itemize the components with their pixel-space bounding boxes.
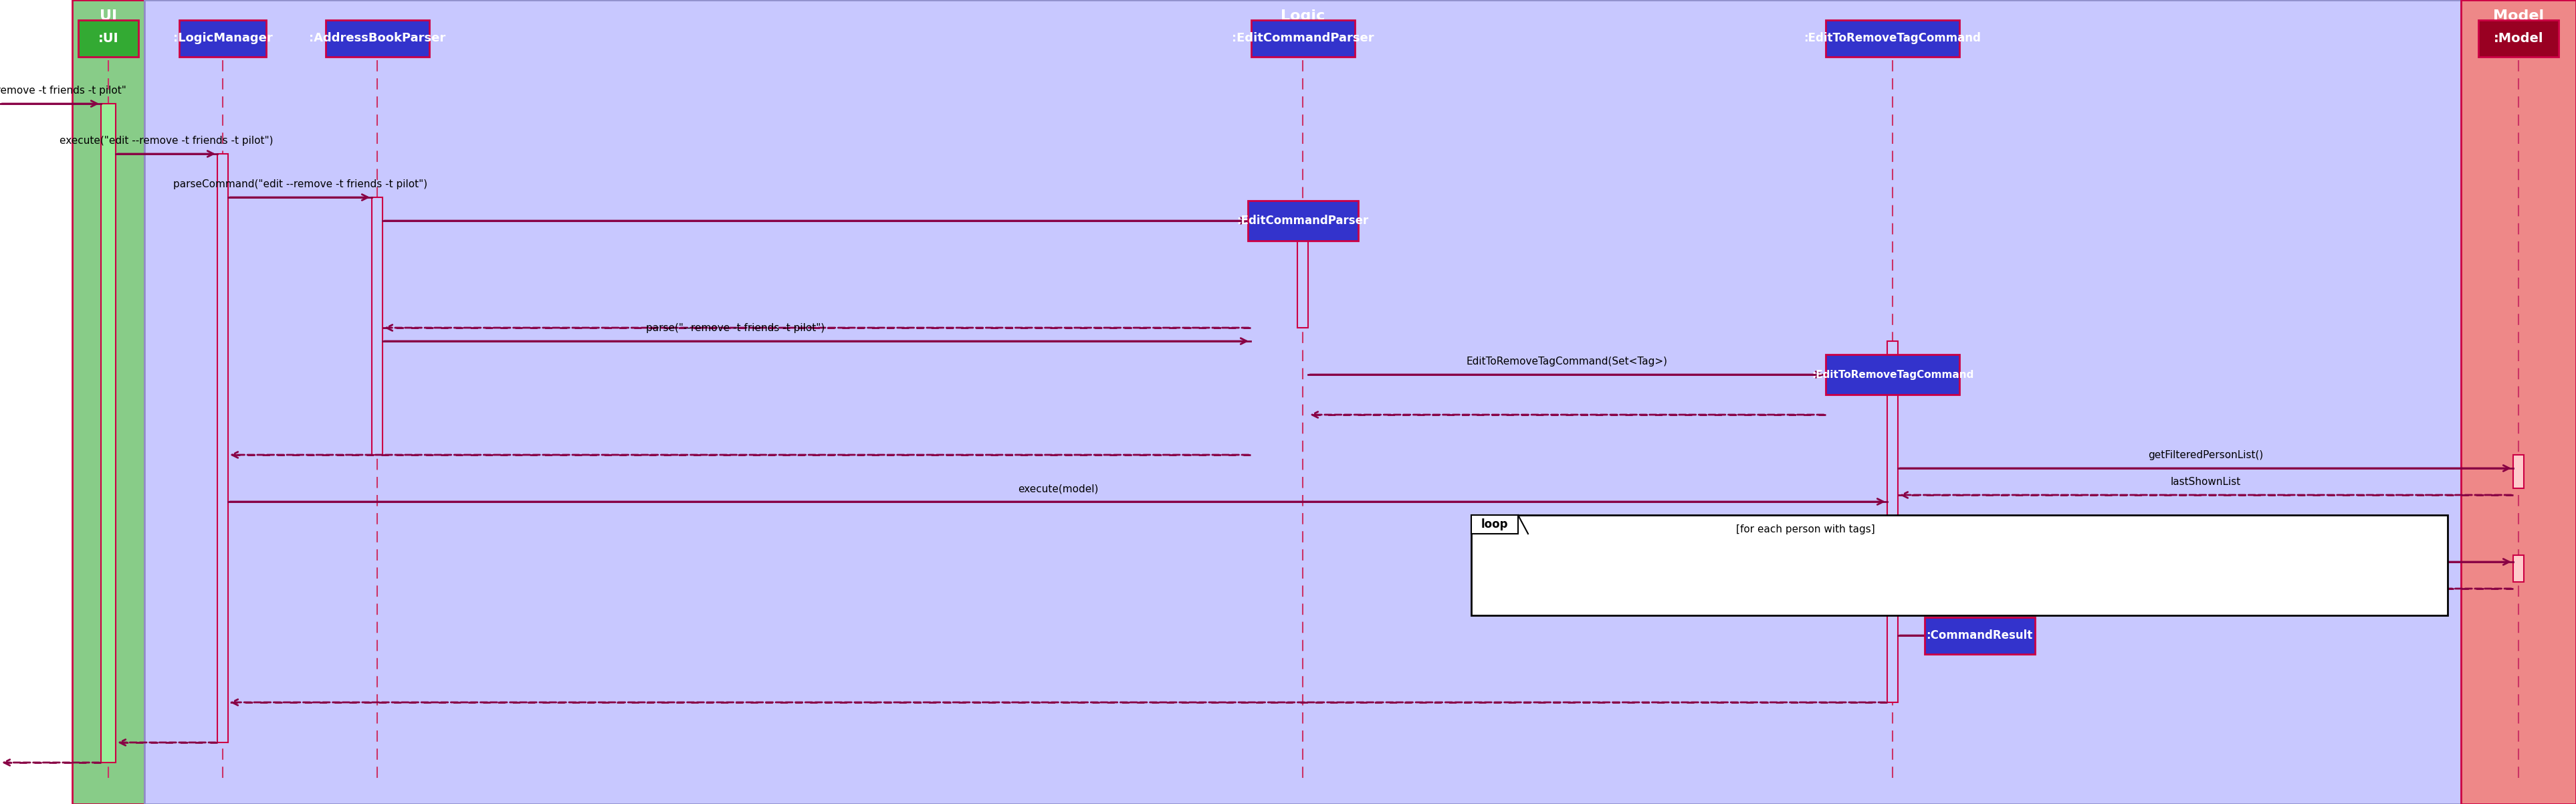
Text: lastShownList: lastShownList: [2172, 477, 2241, 487]
Text: :Model: :Model: [2494, 32, 2543, 45]
Text: :UI: :UI: [98, 32, 118, 45]
Text: :EditCommandParser: :EditCommandParser: [1231, 32, 1373, 44]
Bar: [371, 197, 381, 455]
Text: parseCommand("edit --remove -t friends -t pilot"): parseCommand("edit --remove -t friends -…: [173, 179, 428, 189]
Text: getFilteredPersonList(): getFilteredPersonList(): [2148, 450, 2264, 460]
Bar: [1247, 201, 1358, 241]
Text: :CommandResult: :CommandResult: [1927, 630, 2032, 642]
Text: parse("--remove -t friends -t pilot"): parse("--remove -t friends -t pilot"): [647, 323, 824, 333]
Bar: [2514, 455, 2524, 488]
Text: :EditToRemoveTagCommand: :EditToRemoveTagCommand: [1803, 32, 1981, 44]
Bar: [100, 104, 116, 762]
Text: UI: UI: [100, 10, 116, 23]
Text: :EditToRemoveTagCommand: :EditToRemoveTagCommand: [1811, 370, 1973, 379]
Text: :EditCommandParser: :EditCommandParser: [1236, 215, 1368, 227]
Bar: [1924, 617, 2035, 654]
Bar: [216, 154, 229, 742]
Bar: [180, 20, 265, 57]
Bar: [1826, 20, 1960, 57]
Bar: [2478, 20, 2558, 57]
Text: :LogicManager: :LogicManager: [173, 32, 273, 44]
Bar: [325, 20, 430, 57]
Text: :AddressBookParser: :AddressBookParser: [309, 32, 446, 44]
Text: EditToRemoveTagCommand(Set<Tag>): EditToRemoveTagCommand(Set<Tag>): [1466, 356, 1667, 367]
Text: setPerson(person, editedPerson): setPerson(person, editedPerson): [2123, 544, 2290, 554]
Text: "edit --remove -t friends -t pilot": "edit --remove -t friends -t pilot": [0, 85, 126, 96]
Bar: [144, 0, 2460, 804]
Bar: [1252, 20, 1355, 57]
Bar: [1471, 515, 2447, 615]
Bar: [1471, 515, 1517, 534]
Bar: [1888, 341, 1899, 703]
Bar: [1826, 355, 1960, 395]
Bar: [2460, 0, 2576, 804]
Text: Logic: Logic: [1280, 10, 1324, 23]
Text: execute(model): execute(model): [1018, 483, 1097, 494]
Text: [for each person with tags]: [for each person with tags]: [1736, 524, 1875, 535]
Bar: [72, 0, 144, 804]
Text: Model: Model: [2494, 10, 2545, 23]
Text: loop: loop: [1481, 519, 1507, 531]
Bar: [2514, 556, 2524, 582]
Text: execute("edit --remove -t friends -t pilot"): execute("edit --remove -t friends -t pil…: [59, 136, 273, 146]
Bar: [77, 20, 139, 57]
Bar: [1298, 221, 1309, 328]
